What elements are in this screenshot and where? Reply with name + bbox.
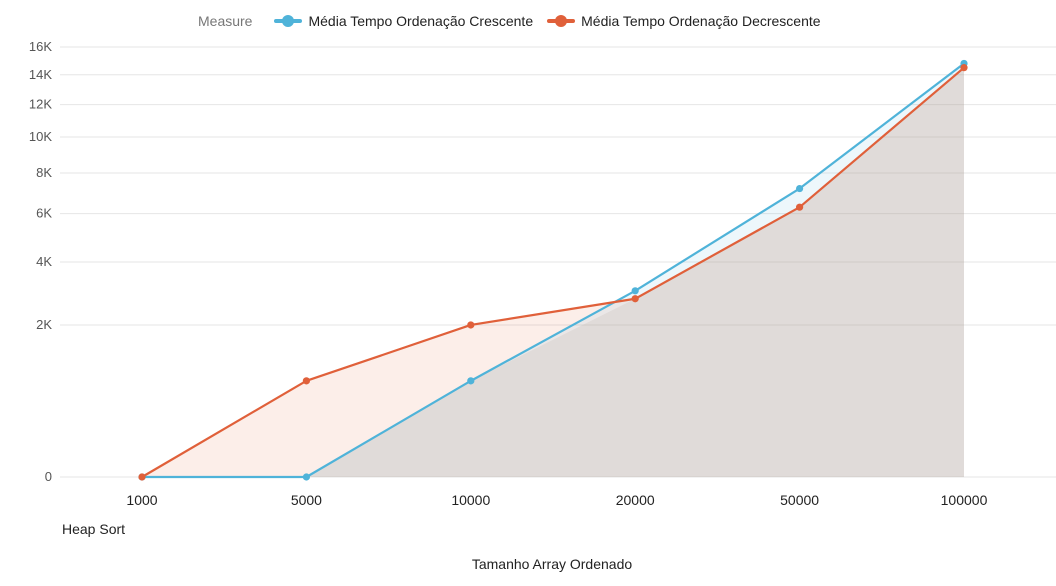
chart-subtitle: Heap Sort [62, 521, 126, 537]
x-tick-label: 10000 [451, 492, 490, 508]
point-decrescente [631, 295, 639, 303]
point-crescente [631, 287, 639, 295]
y-tick-label: 14K [29, 67, 52, 82]
line-decrescente [141, 66, 965, 478]
x-tick-label: 1000 [126, 492, 157, 508]
x-tick-label: 5000 [291, 492, 322, 508]
chart-legend: Measure Média Tempo Ordenação Crescente … [198, 13, 835, 29]
legend-swatch-crescente-icon [274, 15, 303, 27]
legend-swatch-decrescente-icon [547, 15, 576, 27]
legend-label-crescente: Média Tempo Ordenação Crescente [308, 13, 534, 29]
x-tick-label: 20000 [616, 492, 655, 508]
y-axis-ticks: 0 2K 4K 6K 8K 10K 12K 14K 16K [29, 39, 52, 484]
point-decrescente [302, 377, 310, 385]
y-tick-label: 0 [45, 469, 52, 484]
legend-item-decrescente[interactable]: Média Tempo Ordenação Decrescente [547, 13, 821, 29]
y-tick-label: 16K [29, 39, 52, 54]
area-overlap [142, 67, 964, 478]
series-areas [142, 63, 964, 478]
y-tick-label: 10K [29, 129, 52, 144]
x-tick-label: 50000 [780, 492, 819, 508]
x-axis-title: Tamanho Array Ordenado [471, 556, 633, 572]
point-crescente [796, 184, 804, 193]
legend-item-crescente[interactable]: Média Tempo Ordenação Crescente [274, 13, 533, 29]
x-tick-label: 100000 [941, 492, 988, 508]
point-decrescente [960, 64, 968, 72]
point-decrescente [138, 473, 146, 481]
y-tick-label: 12K [29, 97, 52, 112]
point-crescente [302, 473, 310, 481]
x-axis-ticks: 1000 5000 10000 20000 50000 100000 [126, 492, 987, 508]
point-decrescente [796, 203, 804, 211]
area-decrescente [142, 67, 964, 478]
point-decrescente [467, 321, 475, 329]
series-lines [141, 62, 965, 479]
legend-label-decrescente: Média Tempo Ordenação Decrescente [581, 13, 821, 29]
y-tick-label: 2K [36, 317, 52, 332]
point-crescente [467, 377, 475, 385]
y-tick-label: 4K [36, 254, 52, 269]
series-points [138, 59, 968, 481]
line-crescente [142, 62, 965, 479]
grid-lines [60, 46, 1056, 478]
area-crescente [142, 63, 964, 478]
y-tick-label: 6K [36, 206, 52, 221]
y-tick-label: 8K [36, 165, 52, 180]
legend-title: Measure [198, 13, 253, 29]
